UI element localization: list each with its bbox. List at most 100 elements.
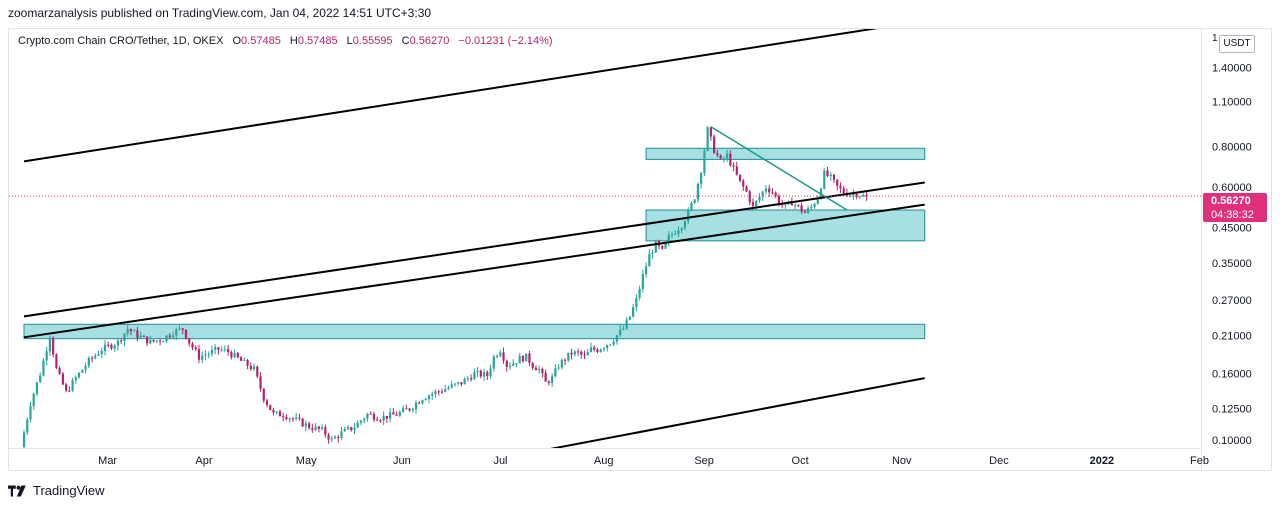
candle-body (162, 341, 165, 343)
candle-body (563, 359, 567, 361)
candle-body (68, 390, 71, 392)
high-label: H (289, 35, 298, 47)
candle-body (142, 335, 145, 337)
tradingview-footer[interactable]: TradingView (8, 483, 105, 498)
candle-body (155, 340, 158, 342)
y-tick-label: 0.60000 (1212, 182, 1252, 194)
candle-body (521, 356, 525, 362)
y-tick-label: 0.27000 (1212, 295, 1252, 307)
candle-body (26, 419, 29, 433)
candle-body (849, 195, 852, 197)
x-tick-label: Oct (792, 455, 809, 467)
candle-body (340, 431, 343, 438)
candle-body (858, 196, 862, 198)
candle-body (107, 344, 110, 346)
candle-body (152, 339, 155, 342)
low-label: L (346, 35, 353, 47)
footer-brand: TradingView (33, 483, 105, 498)
candle-body (291, 418, 295, 420)
candle-body (61, 373, 64, 385)
candle-body (204, 354, 207, 356)
candle-body (39, 375, 42, 383)
candle-body (764, 188, 768, 192)
candle-body (648, 253, 651, 267)
candle-body (401, 408, 405, 412)
candle-body (619, 329, 622, 336)
candle-body (243, 359, 246, 361)
plot-area (9, 29, 1201, 448)
candle-body (606, 345, 609, 349)
candle-body (363, 418, 366, 421)
candle-body (794, 204, 797, 206)
candle-body (77, 372, 81, 378)
candle-body (285, 416, 288, 420)
candle-body (512, 363, 515, 366)
low-value: 0.55595 (352, 35, 393, 47)
x-tick-label: Jun (393, 455, 411, 467)
candle-body (194, 347, 197, 350)
candle-body (217, 347, 220, 350)
candle-body (414, 402, 418, 409)
candle-body (748, 191, 751, 203)
x-tick-label: Apr (195, 455, 212, 467)
candle-body (800, 205, 803, 212)
candle-body (110, 344, 113, 349)
candle-body (330, 438, 333, 440)
candle-body (434, 391, 437, 395)
candle-body (479, 370, 482, 377)
candle-body (308, 423, 311, 429)
x-tick-label: Nov (892, 455, 912, 467)
candle-body (641, 274, 644, 289)
candle-body (667, 235, 670, 243)
candle-body (421, 400, 424, 404)
candle-body (806, 208, 810, 213)
tradingview-logo-icon (8, 484, 26, 497)
candle-body (22, 432, 26, 448)
candle-body (278, 411, 282, 417)
candle-body (823, 170, 826, 189)
candle-body (343, 428, 346, 432)
candle-body (333, 436, 337, 439)
candle-body (210, 349, 214, 354)
candle-body (460, 382, 463, 385)
candle-body (826, 170, 829, 176)
last-price: 0.56270 (1211, 195, 1251, 207)
candle-body (359, 420, 363, 423)
candle-body (175, 329, 178, 336)
candle-body (683, 221, 687, 229)
candle-body (644, 266, 648, 275)
sr-zone-0 (645, 147, 926, 160)
candle-body (836, 179, 839, 186)
candle-body (560, 359, 563, 368)
candle-body (324, 427, 327, 435)
candle-body (116, 340, 120, 346)
candle-body (123, 333, 126, 342)
candle-body (599, 349, 602, 352)
candle-body (508, 365, 512, 367)
chart-frame (8, 28, 1272, 471)
candle-body (664, 242, 667, 249)
candle-body (424, 399, 427, 401)
candle-body (457, 382, 460, 384)
candle-body (813, 203, 816, 207)
open-value: 0.57485 (241, 35, 281, 47)
candle-body (214, 347, 217, 350)
candle-body (771, 192, 774, 194)
candle-body (188, 338, 191, 344)
candle-body (29, 405, 32, 420)
candle-body (52, 337, 55, 355)
candle-body (525, 353, 528, 362)
candle-body (97, 354, 100, 356)
candle-body (615, 335, 619, 342)
candle-body (32, 393, 35, 406)
high-value: 0.57485 (297, 35, 338, 47)
candle-body (437, 391, 440, 393)
x-tick-label: Feb (1190, 455, 1209, 467)
candle-body (589, 347, 593, 352)
candle-body (81, 369, 84, 373)
y-tick-label: 0.21000 (1212, 330, 1252, 342)
currency-button[interactable]: USDT (1219, 35, 1255, 53)
candle-body (197, 349, 201, 360)
candle-body (473, 372, 476, 380)
